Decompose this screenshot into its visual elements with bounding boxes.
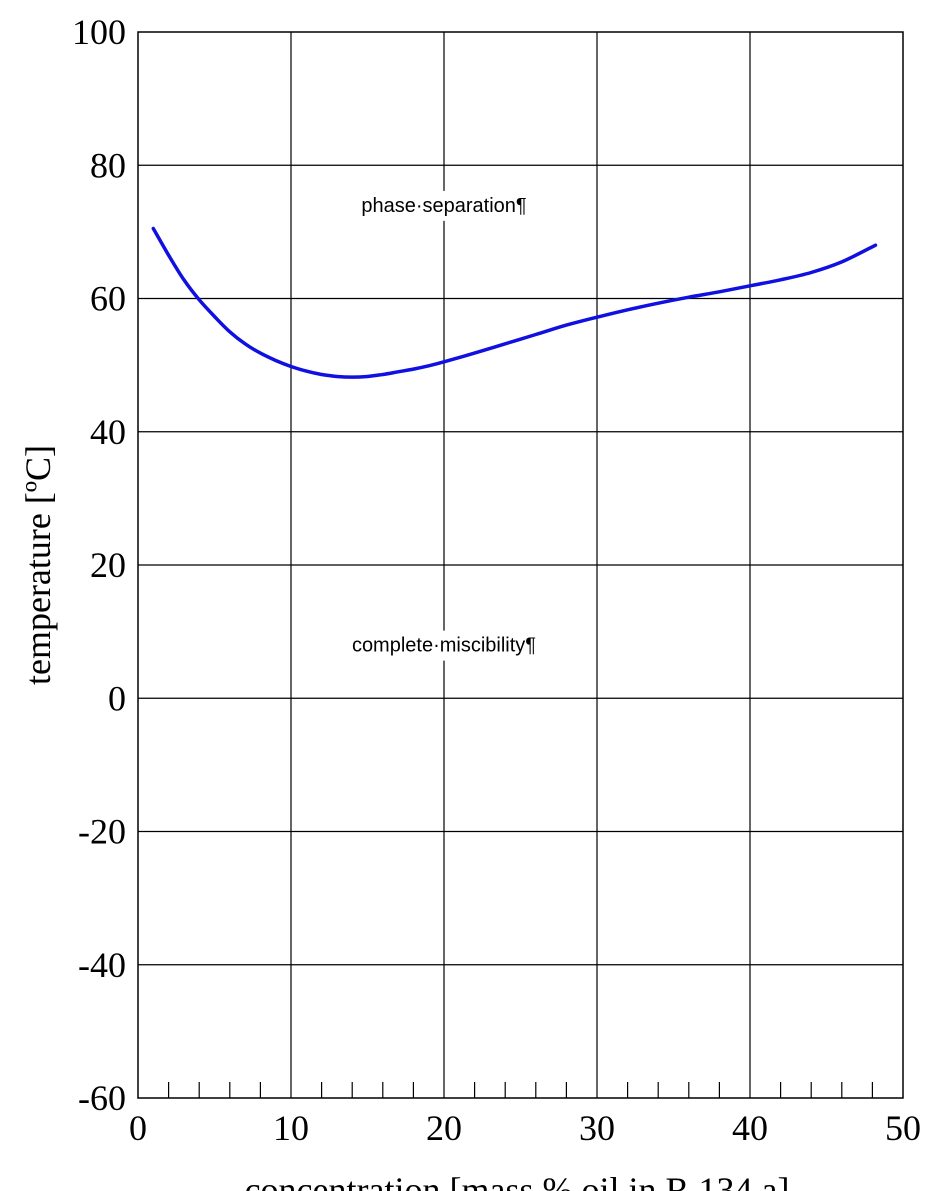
x-tick-label: 40: [732, 1108, 768, 1148]
y-tick-label: 80: [90, 145, 126, 185]
y-tick-label: 40: [90, 412, 126, 452]
annotations: phase·separation¶ complete·miscibility¶: [347, 190, 541, 661]
x-tick-label: 20: [426, 1108, 462, 1148]
x-tick-label: 30: [579, 1108, 615, 1148]
x-axis-label: concentration [mass % oil in R 134 a]: [245, 1170, 790, 1191]
x-tick-label: 50: [885, 1108, 921, 1148]
x-tick-label: 10: [273, 1108, 309, 1148]
miscibility-curve: [151, 226, 878, 379]
minor-ticks: [168, 1082, 874, 1098]
y-tick-label: 100: [72, 12, 126, 52]
plot-area-frame: [137, 31, 904, 1099]
annotation-text: complete·miscibility¶: [352, 635, 536, 657]
annotation-text: phase·separation¶: [361, 195, 526, 217]
y-tick-label: -40: [78, 945, 126, 985]
y-tick-labels: 100 80 60 40 20 0 -20 -40 -60: [72, 12, 126, 1118]
annotation-background: [347, 630, 541, 661]
y-tick-label: 60: [90, 279, 126, 319]
y-tick-label: -20: [78, 812, 126, 852]
y-axis-label: temperature [ºC]: [18, 445, 58, 685]
x-tick-labels: 0 10 20 30 40 50: [129, 1108, 921, 1148]
y-tick-label: 20: [90, 545, 126, 585]
y-tick-label: 0: [108, 678, 126, 718]
y-tick-label: -60: [78, 1078, 126, 1118]
annotation: phase·separation¶: [357, 190, 531, 221]
annotation: complete·miscibility¶: [347, 630, 541, 661]
annotation-background: [357, 190, 531, 221]
x-tick-label: 0: [129, 1108, 147, 1148]
